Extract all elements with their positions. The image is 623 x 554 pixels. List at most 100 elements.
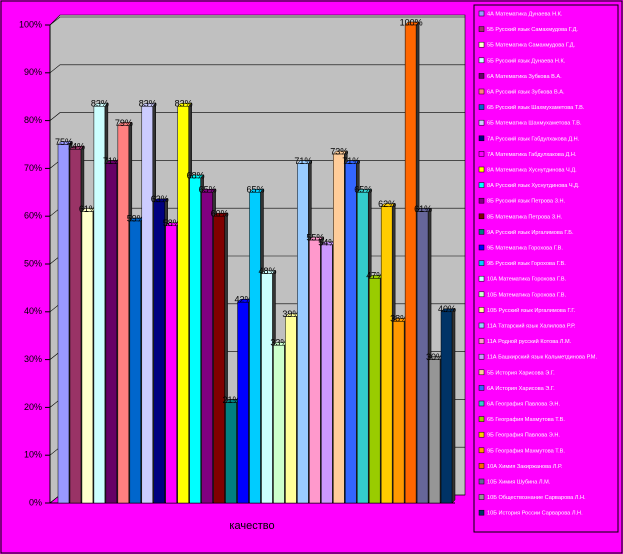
value-label: 58%	[163, 218, 181, 228]
legend-swatch	[478, 447, 485, 454]
value-label: 73%	[330, 146, 348, 156]
y-tick-label: 10%	[24, 450, 42, 460]
legend-swatch	[478, 431, 485, 438]
legend-swatch	[478, 260, 485, 266]
bar	[333, 153, 345, 504]
bar	[345, 163, 357, 504]
legend-swatch	[478, 73, 485, 79]
bar	[177, 106, 189, 504]
value-label: 63%	[151, 194, 169, 204]
bar	[57, 144, 70, 504]
y-tick-label: 0%	[29, 497, 42, 507]
legend-label: 6А Математика Зубкова В.А.	[487, 74, 562, 80]
legend-label: 5Б Математика Самахмудова Г.Д.	[487, 43, 576, 49]
bar	[69, 149, 82, 504]
bar	[368, 278, 381, 504]
legend-label: 5Б История Харисова Э.Г.	[487, 370, 555, 376]
legend-label: 10Б История России Сарварова Л.Н.	[487, 511, 583, 517]
bar	[356, 192, 369, 504]
bar	[225, 402, 237, 504]
legend-swatch	[478, 151, 485, 157]
legend-swatch	[478, 338, 485, 344]
value-label: 30%	[426, 352, 444, 362]
legend-box	[473, 4, 619, 533]
value-label: 83%	[139, 99, 157, 109]
legend-swatch	[478, 353, 485, 360]
legend-label: 6Б Русский язык Шахмухаметова Т.В.	[487, 104, 585, 111]
value-label: 65%	[246, 185, 264, 195]
legend-swatch	[478, 385, 485, 391]
value-label: 83%	[91, 99, 109, 109]
y-tick-label: 80%	[24, 115, 42, 125]
value-label: 54%	[318, 237, 336, 247]
legend-swatch	[478, 369, 485, 376]
legend-swatch	[478, 197, 485, 204]
value-label: 39%	[282, 309, 300, 319]
bar	[129, 220, 142, 504]
value-label: 60%	[211, 209, 229, 219]
legend-label: 9А Русский язык Иргалимова Г.Б.	[487, 229, 574, 236]
legend-label: 10А Математика Горохова Г.В.	[487, 277, 567, 283]
value-label: 62%	[378, 199, 396, 209]
legend-label: 11А Родной русский Котова Л.М.	[487, 338, 572, 345]
y-tick-label: 100%	[19, 19, 42, 29]
legend-swatch	[478, 41, 485, 48]
value-label: 71%	[294, 156, 312, 166]
bar	[81, 211, 94, 504]
bar	[141, 106, 154, 504]
value-label: 61%	[79, 204, 97, 214]
bar	[309, 239, 321, 504]
legend-label: 9Б География Павлова Э.Н.	[487, 433, 560, 439]
y-tick-label: 30%	[24, 354, 42, 364]
legend-label: 6А История Харисова Э.Г.	[487, 386, 555, 392]
legend-swatch	[478, 307, 485, 313]
legend-swatch	[478, 213, 485, 220]
legend-label: 6Б Математика Шахмухаметова Т.В.	[487, 121, 582, 127]
legend-label: 6А Русский язык Зубкова В.А.	[487, 88, 565, 95]
legend-label: 10Б Математика Горохова Г.В.	[487, 292, 566, 298]
legend-swatch	[478, 275, 485, 282]
legend-swatch	[478, 509, 485, 516]
grid-line	[49, 112, 465, 121]
bar	[440, 311, 453, 504]
legend-swatch	[478, 244, 485, 251]
bar	[237, 301, 249, 504]
bar	[428, 359, 441, 504]
y-tick-label: 70%	[24, 163, 42, 173]
bar	[273, 345, 285, 504]
legend-label: 6Б География Махмутова Т.В.	[487, 417, 565, 423]
y-tick-label: 20%	[24, 402, 42, 412]
bar	[105, 163, 118, 504]
y-tick-label: 50%	[24, 258, 42, 268]
legend-label: 11А Башкирский язык Кальметдинова Р.М.	[487, 354, 597, 361]
value-label: 40%	[438, 304, 456, 314]
legend-swatch	[478, 10, 485, 17]
bar	[165, 225, 177, 504]
legend-swatch	[478, 478, 485, 485]
legend-label: 10Б Обществознание Сарварова Л.Н.	[487, 495, 586, 501]
legend-label: 9Б География Махмутова Т.В.	[487, 448, 565, 454]
value-label: 59%	[127, 213, 145, 223]
legend-label: 5Б Русский язык Самахмудова Г.Д.	[487, 26, 578, 33]
bar	[117, 125, 130, 504]
value-label: 61%	[414, 204, 432, 214]
legend-swatch	[478, 119, 485, 126]
grid-line	[49, 64, 465, 74]
legend-label: 9Б Математика Горохова Г.В.	[487, 245, 563, 251]
value-label: 38%	[390, 314, 408, 324]
legend-label: 8А Русский язык Хуснутдинова Ч.Д.	[487, 182, 580, 189]
value-label: 65%	[199, 185, 217, 195]
bar	[321, 244, 333, 504]
value-label: 71%	[103, 156, 121, 166]
bar	[213, 215, 225, 504]
legend-swatch	[478, 494, 485, 500]
value-label: 55%	[306, 232, 324, 242]
legend-label: 10А Химия Закиржанова Л.Р.	[487, 464, 563, 470]
bar	[153, 201, 165, 504]
bar-side	[451, 308, 456, 504]
legend-swatch	[478, 135, 485, 142]
value-label: 47%	[366, 271, 384, 281]
legend-swatch	[478, 463, 485, 469]
